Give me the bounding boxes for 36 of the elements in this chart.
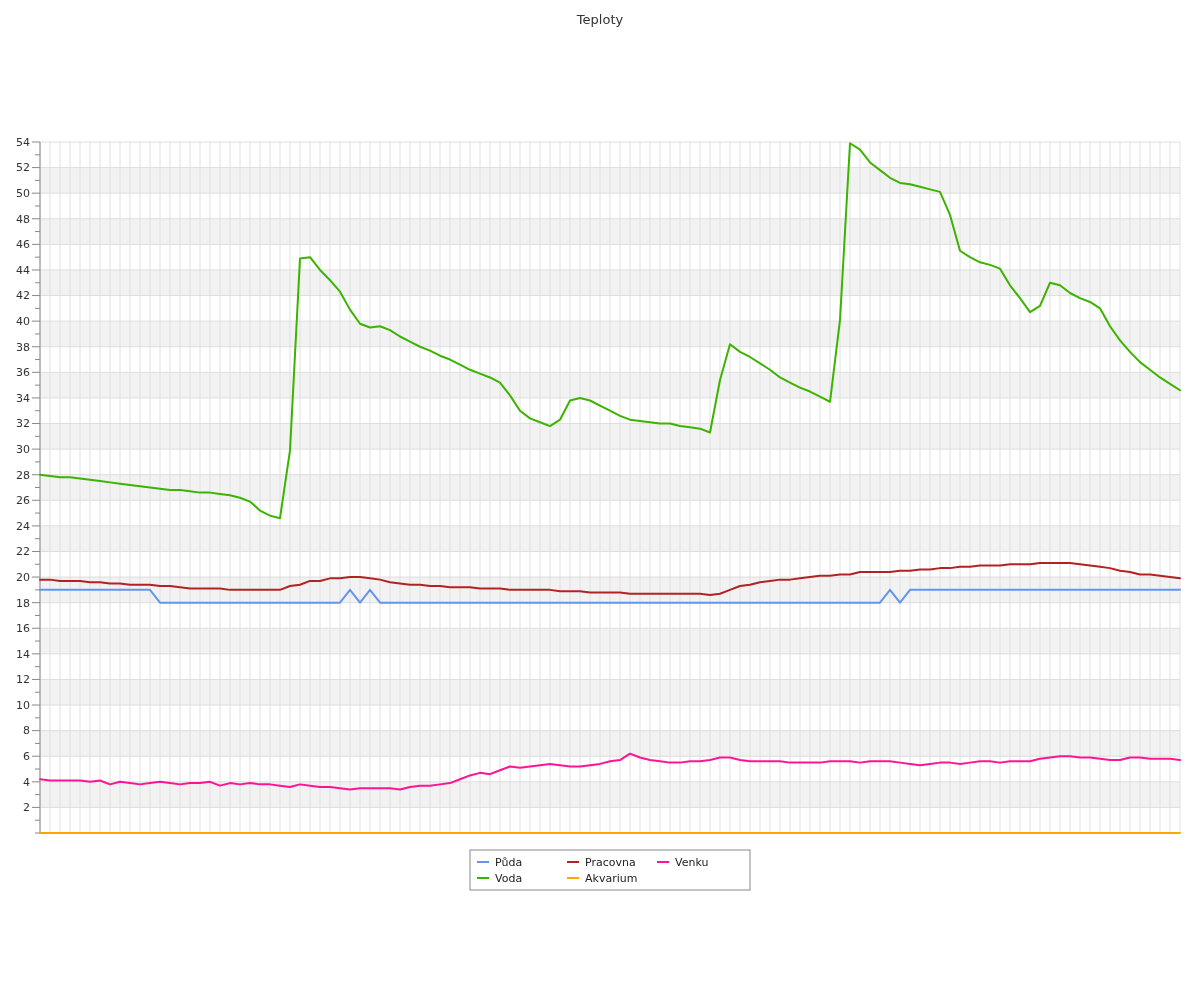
- line-series: [39, 562, 1181, 596]
- legend-label: Akvarium: [585, 871, 638, 885]
- line-series: [39, 142, 1181, 520]
- y-tick-label: 46: [16, 238, 30, 252]
- y-tick-label: 54: [16, 135, 30, 149]
- y-tick-label: 44: [16, 263, 30, 277]
- y-tick-label: 36: [16, 366, 30, 380]
- legend-label: Venku: [675, 855, 709, 869]
- y-tick-label: 16: [16, 622, 30, 636]
- y-tick-label: 4: [23, 775, 30, 789]
- y-tick-label: 20: [16, 570, 30, 584]
- chart-title: Teploty: [575, 12, 624, 27]
- y-tick-label: 24: [16, 519, 30, 533]
- y-tick-label: 26: [16, 494, 30, 508]
- y-tick-label: 10: [16, 698, 30, 712]
- y-tick-label: 2: [23, 801, 30, 815]
- legend-label: Půda: [495, 855, 523, 869]
- y-tick-label: 18: [16, 596, 30, 610]
- y-tick-label: 34: [16, 391, 30, 405]
- legend-label: Pracovna: [585, 855, 636, 869]
- y-tick-label: 52: [16, 161, 30, 175]
- y-tick-label: 8: [23, 724, 30, 738]
- y-tick-label: 40: [16, 315, 30, 328]
- y-tick-label: 6: [23, 750, 30, 764]
- y-tick-label: 42: [16, 289, 30, 303]
- y-tick-label: 38: [16, 340, 30, 354]
- y-tick-label: 48: [16, 212, 30, 226]
- y-tick-label: 12: [16, 673, 30, 687]
- line-series: [39, 752, 1181, 791]
- y-tick-label: 30: [16, 442, 30, 456]
- y-tick-label: 32: [16, 417, 30, 431]
- y-tick-label: 22: [16, 545, 30, 559]
- legend-label: Voda: [495, 871, 523, 885]
- y-tick-label: 14: [16, 647, 30, 661]
- y-tick-label: 28: [16, 468, 30, 482]
- y-tick-label: 50: [16, 187, 30, 201]
